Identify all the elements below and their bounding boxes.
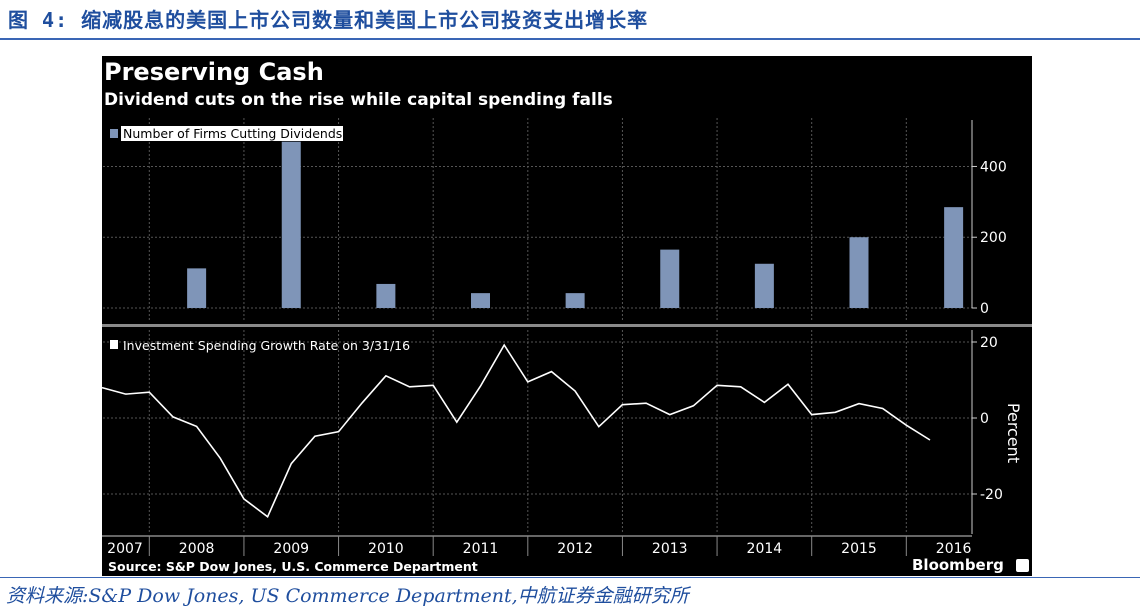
bar-2008 — [187, 268, 207, 308]
x-tick-label-2013: 2013 — [652, 541, 688, 557]
line-layer — [101, 343, 931, 519]
bar-legend-label: Number of Firms Cutting Dividends — [123, 126, 342, 141]
panel-separator — [102, 324, 1032, 327]
bar-ytick-label: 200 — [980, 230, 1007, 246]
bloomberg-chart-icon — [1016, 559, 1029, 572]
x-tick-label-2008: 2008 — [179, 541, 215, 557]
source-note: 资料来源:S&P Dow Jones, US Commerce Departme… — [6, 585, 689, 607]
x-tick-label-2012: 2012 — [557, 541, 593, 557]
line-legend-label: Investment Spending Growth Rate on 3/31/… — [123, 338, 410, 353]
line-ytick-label: 20 — [980, 335, 998, 351]
bar-ytick-label: 0 — [980, 301, 989, 317]
chart-panel — [102, 56, 1032, 576]
line-legend-swatch — [110, 340, 118, 349]
panel-subtitle: Dividend cuts on the rise while capital … — [104, 90, 613, 110]
bar-ytick-label: 400 — [980, 159, 1007, 175]
x-tick-label-2015: 2015 — [841, 541, 877, 557]
line-ytick-label: 0 — [980, 411, 989, 427]
bar-legend-box — [121, 126, 343, 141]
bar-2013 — [660, 249, 680, 308]
bar-2014 — [754, 263, 774, 308]
bar-2009 — [281, 141, 301, 308]
bottom-rule — [0, 577, 1140, 578]
x-tick-label-2007: 2007 — [107, 541, 143, 557]
bar-legend-swatch — [110, 129, 118, 138]
line-ylabel: Percent — [1004, 403, 1023, 463]
bar-legend: Number of Firms Cutting Dividends — [110, 126, 343, 141]
grid-layer — [102, 118, 1032, 534]
x-tick-label-2010: 2010 — [368, 541, 404, 557]
line-legend: Investment Spending Growth Rate on 3/31/… — [110, 338, 410, 353]
source-text: Source: S&P Dow Jones, U.S. Commerce Dep… — [108, 559, 478, 574]
brand-logo: Bloomberg — [912, 556, 1004, 574]
x-tick-label-2011: 2011 — [463, 541, 499, 557]
bar-2015 — [849, 237, 869, 308]
figure-title: 图 4: 缩减股息的美国上市公司数量和美国上市公司投资支出增长率 — [8, 8, 649, 32]
bar-2012 — [565, 293, 585, 308]
bar-layer — [187, 141, 964, 308]
top-rule — [0, 38, 1140, 40]
x-tick-label-2016: 2016 — [936, 541, 972, 557]
bar-2010 — [376, 283, 396, 308]
panel-title: Preserving Cash — [104, 58, 324, 86]
line-ytick-label: -20 — [980, 487, 1003, 503]
investment-growth-line — [101, 343, 931, 519]
x-tick-label-2014: 2014 — [747, 541, 783, 557]
axis-layer: 0 200 400 -20 0 20 2007 2008 2009 2010 2011 2012 201… — [102, 120, 1007, 557]
bar-2016 — [944, 207, 964, 308]
x-tick-label-2009: 2009 — [273, 541, 309, 557]
bar-2011 — [471, 293, 490, 308]
